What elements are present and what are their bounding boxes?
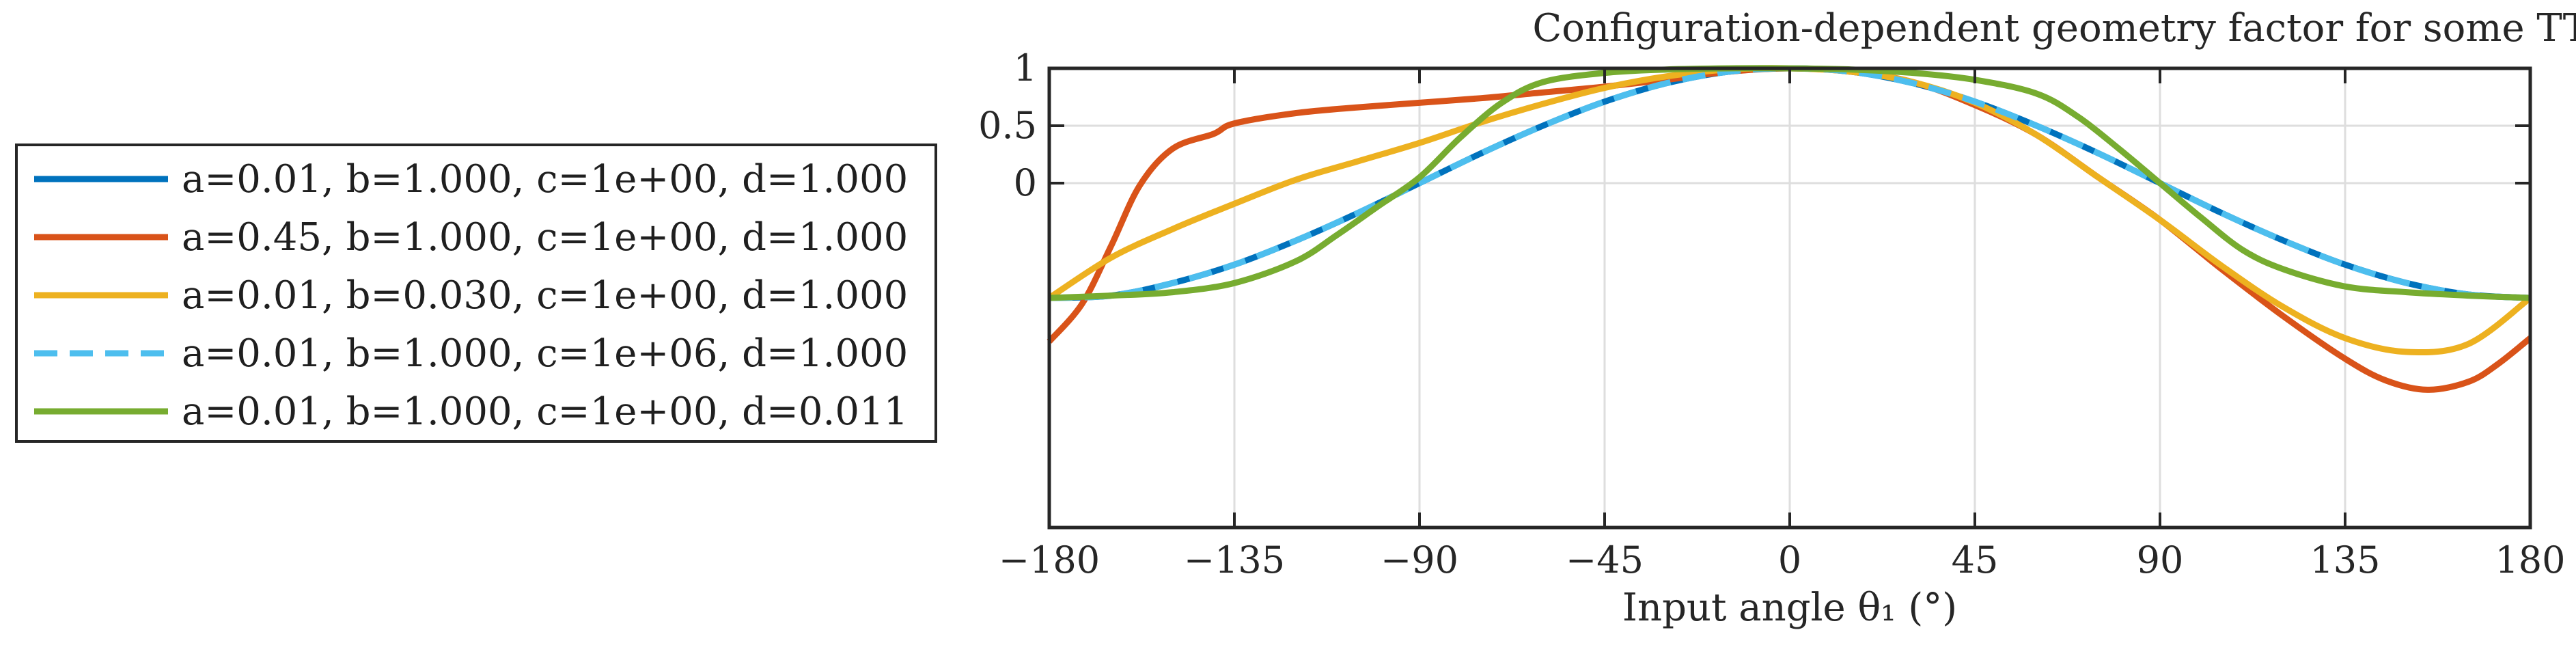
legend-label-5: a=0.01, b=1.000, c=1e+00, d=0.011 [182, 390, 908, 434]
x-axis-label: Input angle θ₁ (°) [1622, 586, 1957, 630]
y-tick-label: 0.5 [978, 104, 1037, 147]
x-tick-label: −90 [1381, 538, 1458, 582]
plot-area: −180 −135 −90 −45 0 45 90 135 180 10.50 [978, 46, 2565, 582]
x-tick-label: −180 [999, 538, 1100, 582]
legend-box [15, 144, 937, 443]
legend-label-4: a=0.01, b=1.000, c=1e+06, d=1.000 [182, 331, 908, 376]
legend: a=0.01, b=1.000, c=1e+00, d=1.000 a=0.45,… [15, 144, 937, 443]
x-tick-label: 45 [1952, 538, 1999, 582]
x-tick-label: 135 [2310, 538, 2380, 582]
x-tick-label: 90 [2137, 538, 2184, 582]
y-tick-label: 1 [1014, 46, 1037, 90]
x-ticks: −180 −135 −90 −45 0 45 90 135 180 [999, 68, 2566, 582]
legend-label-2: a=0.45, b=1.000, c=1e+00, d=1.000 [182, 215, 908, 260]
legend-label-1: a=0.01, b=1.000, c=1e+00, d=1.000 [182, 157, 908, 202]
grid [1048, 67, 2532, 528]
chart-title: Configuration-dependent geometry factor … [1532, 6, 2576, 51]
legend-items: a=0.01, b=1.000, c=1e+00, d=1.000 a=0.45,… [34, 157, 908, 434]
y-ticks: 10.50 [978, 46, 2530, 204]
x-tick-label: −135 [1184, 538, 1285, 582]
x-tick-label: −45 [1566, 538, 1644, 582]
y-tick-label: 0 [1014, 161, 1037, 204]
legend-label-3: a=0.01, b=0.030, c=1e+00, d=1.000 [182, 273, 908, 318]
x-tick-label: 0 [1778, 538, 1801, 582]
x-tick-label: 180 [2495, 538, 2565, 582]
